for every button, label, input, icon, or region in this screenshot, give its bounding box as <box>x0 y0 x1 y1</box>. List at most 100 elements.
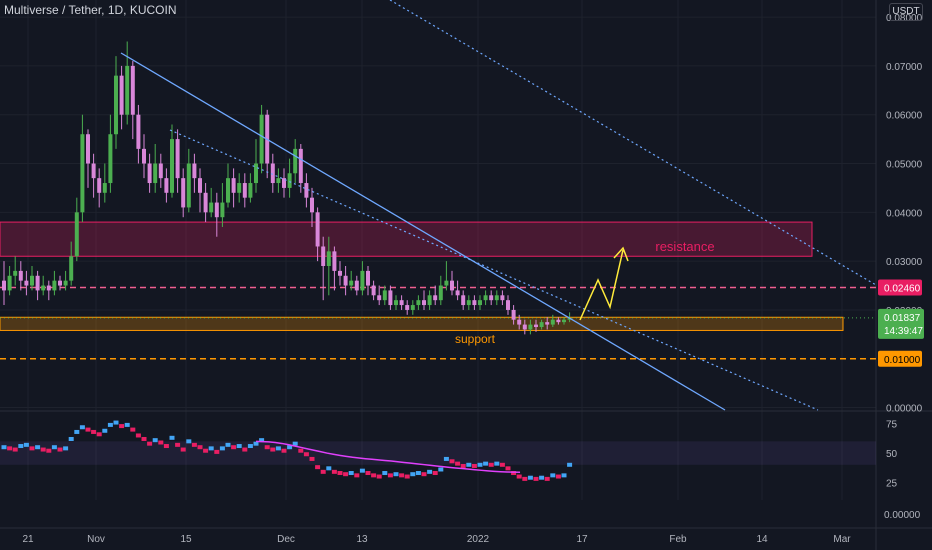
candle-body <box>130 65 135 115</box>
rsi-point <box>320 469 326 474</box>
rsi-point <box>359 468 365 473</box>
rsi-point <box>197 445 203 450</box>
rsi-point <box>298 448 304 453</box>
rsi-point <box>225 442 231 447</box>
candle-body <box>562 319 566 323</box>
rsi-point <box>79 425 85 430</box>
rsi-point <box>163 444 169 449</box>
rsi-point <box>51 445 57 450</box>
rsi-point <box>382 471 388 476</box>
rsi-point <box>214 449 220 454</box>
rsi-point <box>102 428 108 433</box>
candle-body <box>52 280 57 291</box>
candle-body <box>466 300 471 306</box>
rsi-point <box>494 461 500 466</box>
x-tick-label: Nov <box>87 534 105 545</box>
rsi-point <box>343 472 349 477</box>
price-label-orange-bg <box>878 350 922 367</box>
rsi-point <box>175 442 181 447</box>
rsi-point <box>152 438 158 443</box>
candle-body <box>30 275 34 286</box>
projection-arrowhead <box>613 246 629 262</box>
currency-badge[interactable]: USDT <box>889 3 923 21</box>
rsi-point <box>449 459 455 464</box>
descending-trendline <box>120 52 726 411</box>
rsi-point <box>57 447 63 452</box>
candle-body <box>478 300 482 306</box>
rsi-point <box>46 448 52 453</box>
rsi-point <box>505 466 511 471</box>
rsi-point <box>141 436 147 441</box>
candle-body <box>371 285 376 296</box>
rsi-point <box>488 462 494 467</box>
candle-body <box>399 300 404 306</box>
rsi-point <box>208 446 214 451</box>
candle-body <box>86 134 90 164</box>
x-tick-label: Mar <box>833 534 851 545</box>
rsi-point <box>275 446 281 451</box>
rsi-point <box>147 441 153 446</box>
candle-body <box>102 183 107 193</box>
rsi-band <box>0 441 876 465</box>
candle-body <box>114 75 118 135</box>
y-tick-label: 0.07000 <box>886 62 923 73</box>
candle-body <box>438 285 443 301</box>
candle-body <box>2 280 6 291</box>
candle-body <box>506 300 510 310</box>
candle-body <box>226 178 230 203</box>
rsi-point <box>376 474 382 479</box>
rsi-point <box>432 471 438 476</box>
candle-body <box>366 270 370 286</box>
candle-body <box>259 114 264 164</box>
candle-body <box>349 280 354 286</box>
candle-body <box>220 202 225 218</box>
candle-body <box>326 251 331 267</box>
rsi-point <box>253 441 259 446</box>
candle-body <box>46 285 51 291</box>
rsi-panel[interactable] <box>0 420 876 481</box>
candle-body <box>556 319 561 323</box>
candle-body <box>270 163 275 184</box>
rsi-point <box>371 473 377 478</box>
rsi-point <box>7 446 13 451</box>
rsi-point <box>561 473 567 478</box>
candle-body <box>7 275 12 291</box>
rsi-point <box>544 476 550 481</box>
rsi-point <box>74 429 80 434</box>
candle-body <box>416 300 421 306</box>
rsi-point <box>40 447 46 452</box>
candle-body <box>287 173 292 188</box>
rsi-point <box>219 446 225 451</box>
rsi-point <box>35 445 41 450</box>
rsi-point <box>550 473 556 478</box>
candle-body <box>142 148 146 164</box>
candle-body <box>494 295 499 301</box>
rsi-point <box>63 446 69 451</box>
x-tick-label: Feb <box>669 534 687 545</box>
price-label-current-bg <box>878 308 924 339</box>
candle-body <box>377 295 382 301</box>
candle-body <box>153 163 158 184</box>
candle-body <box>186 163 191 208</box>
rsi-point <box>12 447 18 452</box>
rsi-point <box>471 463 477 468</box>
rsi-point <box>281 448 287 453</box>
candle-body <box>231 178 236 193</box>
candle-body <box>63 280 68 286</box>
rsi-point <box>203 448 209 453</box>
candle-body <box>147 163 152 184</box>
rsi-point <box>303 452 309 457</box>
overlays: resistance support <box>120 0 877 411</box>
candle-body <box>522 324 527 330</box>
candle-body <box>181 178 186 208</box>
rsi-point <box>567 462 573 467</box>
candles[interactable] <box>2 41 572 335</box>
candle-body <box>511 309 516 320</box>
rsi-point <box>169 435 175 440</box>
candle-body <box>192 163 197 179</box>
candle-body <box>422 300 426 306</box>
candle-body <box>444 280 449 286</box>
candle-body <box>175 139 180 179</box>
rsi-point <box>511 471 517 476</box>
